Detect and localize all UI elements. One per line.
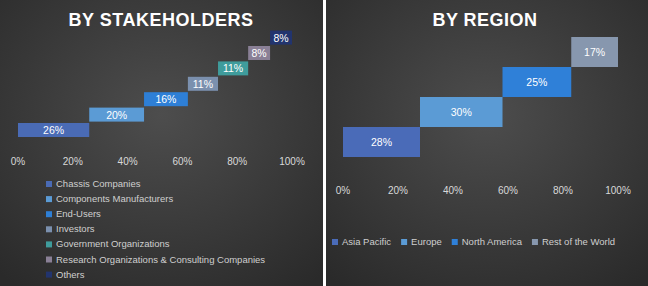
legend-swatch bbox=[452, 239, 458, 245]
bar-segment bbox=[343, 127, 420, 157]
legend-swatch bbox=[46, 181, 52, 187]
legend-item: Investors bbox=[46, 223, 95, 234]
legend-label: Research Organizations & Consulting Comp… bbox=[56, 254, 265, 265]
x-tick-label: 80% bbox=[553, 185, 573, 196]
legend-swatch bbox=[46, 211, 52, 217]
x-tick-label: 20% bbox=[388, 185, 408, 196]
x-tick-label: 80% bbox=[227, 156, 247, 167]
legend-item: Components Manufacturers bbox=[46, 193, 173, 204]
legend-item: Chassis Companies bbox=[46, 178, 141, 189]
data-label: 16% bbox=[155, 93, 176, 105]
legend-swatch bbox=[46, 196, 52, 202]
bar-segment bbox=[503, 67, 572, 97]
legend-label: Investors bbox=[56, 223, 95, 234]
legend-item: Rest of the World bbox=[532, 236, 615, 247]
x-tick-label: 100% bbox=[605, 185, 631, 196]
chart-title: BY STAKEHOLDERS bbox=[69, 10, 254, 30]
chart-panel: BY STAKEHOLDERS 0% 20% 40% 60% 80% 100% 26% 20% 1… bbox=[0, 0, 323, 286]
x-tick-label: 20% bbox=[63, 156, 83, 167]
legend-swatch bbox=[46, 241, 52, 247]
legend-swatch bbox=[332, 239, 338, 245]
bar-segment bbox=[270, 31, 292, 45]
legend-item: End-Users bbox=[46, 208, 101, 219]
legend-item: Government Organizations bbox=[46, 238, 170, 249]
bar-segment bbox=[571, 37, 618, 67]
data-label: 28% bbox=[371, 136, 392, 148]
bars bbox=[18, 31, 292, 137]
data-labels: 28% 30% 25% 17% bbox=[371, 46, 605, 148]
bars bbox=[343, 37, 618, 157]
bar-segment bbox=[248, 46, 270, 60]
bar-segment bbox=[144, 92, 188, 106]
data-label: 8% bbox=[273, 32, 288, 44]
bar-segment bbox=[18, 123, 89, 137]
legend-swatch bbox=[46, 272, 52, 278]
legend-item: Europe bbox=[401, 236, 442, 247]
data-label: 11% bbox=[223, 62, 243, 74]
legend-item: Asia Pacific bbox=[332, 236, 391, 247]
legend-label: Chassis Companies bbox=[56, 178, 141, 189]
data-label: 26% bbox=[43, 124, 64, 136]
legend-swatch bbox=[532, 239, 538, 245]
x-tick-label: 40% bbox=[118, 156, 138, 167]
bar-segment bbox=[420, 97, 503, 127]
legend-label: End-Users bbox=[56, 208, 101, 219]
legend: Chassis Companies Components Manufacturer… bbox=[46, 178, 265, 280]
legend-item: Others bbox=[46, 269, 85, 280]
legend-label: North America bbox=[462, 236, 523, 247]
legend-swatch bbox=[46, 226, 52, 232]
legend-label: Europe bbox=[411, 236, 442, 247]
legend-swatch bbox=[401, 239, 407, 245]
legend-label: Asia Pacific bbox=[342, 236, 391, 247]
legend-swatch bbox=[46, 257, 52, 263]
legend-item: North America bbox=[452, 236, 523, 247]
x-tick-label: 100% bbox=[279, 156, 305, 167]
legend-label: Components Manufacturers bbox=[56, 193, 173, 204]
chart-panel: BY REGION 0% 20% 40% 60% 80% 100% 28% 30% 25% 17% A… bbox=[326, 0, 648, 286]
x-tick-label: 0% bbox=[11, 156, 26, 167]
data-labels: 26% 20% 16% 11% 11% 8% 8% bbox=[43, 32, 289, 136]
panel-background bbox=[0, 0, 323, 286]
data-label: 11% bbox=[193, 78, 213, 90]
data-label: 20% bbox=[106, 109, 127, 121]
data-label: 25% bbox=[526, 76, 547, 88]
panel-background bbox=[326, 0, 648, 286]
x-tick-label: 0% bbox=[336, 185, 351, 196]
bar-segment bbox=[89, 108, 144, 122]
bar-segment bbox=[218, 61, 248, 75]
legend-label: Others bbox=[56, 269, 85, 280]
chart-canvas: BY STAKEHOLDERS 0% 20% 40% 60% 80% 100% 26% 20% 1… bbox=[0, 0, 648, 286]
legend-item: Research Organizations & Consulting Comp… bbox=[46, 254, 265, 265]
legend-label: Rest of the World bbox=[542, 236, 615, 247]
x-tick-label: 60% bbox=[172, 156, 192, 167]
x-tick-label: 40% bbox=[443, 185, 463, 196]
legend-label: Government Organizations bbox=[56, 238, 170, 249]
data-label: 17% bbox=[584, 46, 605, 58]
data-label: 8% bbox=[252, 47, 267, 59]
legend: Asia Pacific Europe North America Rest of t… bbox=[332, 236, 615, 247]
chart-title: BY REGION bbox=[432, 10, 537, 30]
data-label: 30% bbox=[451, 106, 472, 118]
x-tick-label: 60% bbox=[498, 185, 518, 196]
bar-segment bbox=[188, 77, 218, 91]
